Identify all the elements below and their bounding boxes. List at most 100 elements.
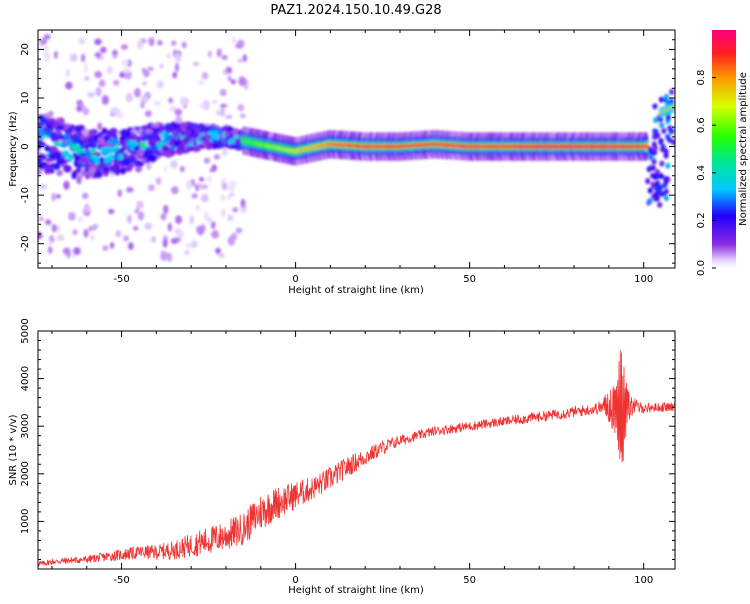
heatmap-cell bbox=[215, 247, 221, 255]
heatmap-cell bbox=[173, 140, 182, 145]
heatmap-cell bbox=[244, 85, 249, 91]
heatmap-cell bbox=[69, 53, 78, 62]
heatmap-cell bbox=[228, 138, 235, 146]
heatmap-cell bbox=[220, 194, 226, 202]
x-tick-label: 0 bbox=[292, 274, 298, 285]
heatmap-cell bbox=[211, 230, 220, 239]
heatmap-cell bbox=[174, 62, 179, 73]
heatmap-cell bbox=[199, 125, 208, 133]
heatmap-cell bbox=[219, 107, 226, 117]
heatmap-cell bbox=[44, 130, 53, 136]
heatmap-cell bbox=[183, 128, 192, 135]
heatmap-cell bbox=[652, 103, 658, 110]
heatmap-cell bbox=[39, 38, 48, 45]
spectrogram-frame bbox=[37, 29, 676, 269]
heatmap-cell bbox=[76, 176, 82, 185]
heatmap-cell bbox=[174, 108, 183, 116]
heatmap-cell bbox=[175, 215, 182, 225]
y-tick-label: 10 bbox=[20, 92, 31, 105]
heatmap-cell bbox=[100, 147, 106, 154]
heatmap-cell bbox=[109, 241, 115, 249]
heatmap-cell bbox=[137, 149, 144, 158]
heatmap-cell bbox=[65, 68, 70, 78]
heatmap-cell bbox=[658, 116, 664, 123]
heatmap-cell bbox=[120, 44, 128, 50]
spectrogram-y-label: Frequency (Hz) bbox=[8, 111, 19, 187]
heatmap-cell bbox=[62, 150, 70, 157]
heatmap-cell bbox=[167, 222, 172, 232]
heatmap-cell bbox=[207, 50, 213, 58]
heatmap-cell bbox=[83, 228, 89, 238]
y-tick-label: 1000 bbox=[20, 509, 31, 534]
heatmap-cell bbox=[175, 149, 184, 155]
y-tick-label: 2000 bbox=[20, 461, 31, 486]
heatmap-cell bbox=[79, 144, 86, 150]
heatmap-cell bbox=[222, 69, 228, 75]
heatmap-cell bbox=[148, 142, 158, 148]
heatmap-cell bbox=[195, 205, 200, 211]
heatmap-cell bbox=[71, 171, 78, 180]
x-tick-label: 0 bbox=[292, 575, 298, 586]
heatmap-cell bbox=[110, 165, 117, 172]
heatmap-blobs bbox=[38, 34, 675, 263]
heatmap-cell bbox=[43, 34, 51, 40]
y-tick-label: 3000 bbox=[20, 413, 31, 438]
heatmap-cell bbox=[121, 59, 129, 66]
heatmap-cell bbox=[78, 37, 86, 45]
heatmap-cell bbox=[138, 128, 144, 133]
heatmap-cell bbox=[218, 253, 226, 258]
heatmap-cell bbox=[181, 41, 188, 49]
heatmap-cell bbox=[51, 192, 56, 202]
y-tick-label: 4000 bbox=[20, 366, 31, 391]
heatmap-cell bbox=[186, 145, 195, 152]
heatmap-cell bbox=[94, 156, 100, 165]
heatmap-cell bbox=[659, 122, 665, 129]
heatmap-cell bbox=[72, 229, 78, 236]
heatmap-cell bbox=[658, 173, 664, 180]
heatmap-cell bbox=[73, 136, 82, 143]
snr-panel: -50 0 50 100 1000 2000 3000 4000 5000 Height of … bbox=[8, 318, 676, 596]
heatmap-cell bbox=[179, 165, 185, 173]
snr-ticks: -50 0 50 100 1000 2000 3000 4000 5000 bbox=[20, 318, 675, 586]
heatmap-cell bbox=[653, 117, 659, 124]
heatmap-cell bbox=[134, 165, 143, 173]
heatmap-cell bbox=[128, 140, 136, 146]
heatmap-cell bbox=[38, 231, 43, 240]
heatmap-cell bbox=[219, 88, 227, 97]
spectrogram-x-label: Height of straight line (km) bbox=[288, 285, 424, 296]
heatmap-cell bbox=[112, 54, 118, 59]
heatmap-cell bbox=[109, 147, 117, 153]
heatmap-cell bbox=[56, 169, 63, 177]
colorbar-tick-label: 0.4 bbox=[696, 165, 707, 181]
heatmap-cell bbox=[88, 225, 93, 232]
heatmap-cell bbox=[38, 122, 43, 128]
heatmap-cell bbox=[163, 149, 172, 158]
heatmap-cell bbox=[651, 158, 657, 165]
heatmap-cell bbox=[140, 103, 145, 109]
heatmap-cell bbox=[74, 125, 81, 133]
heatmap-cell bbox=[47, 110, 54, 118]
heatmap-cell bbox=[99, 162, 107, 168]
heatmap-cell bbox=[92, 134, 100, 139]
heatmap-cell bbox=[227, 236, 236, 246]
heatmap-cell bbox=[148, 154, 157, 163]
heatmap-cell bbox=[98, 79, 106, 87]
heatmap-cell bbox=[76, 99, 83, 106]
heatmap-cell bbox=[73, 247, 81, 256]
y-tick-label: -20 bbox=[20, 236, 31, 252]
heatmap-cell bbox=[194, 130, 203, 135]
heatmap-cell bbox=[174, 52, 182, 63]
x-tick-label: 50 bbox=[463, 274, 476, 285]
heatmap-cell bbox=[134, 87, 141, 98]
heatmap-cell bbox=[150, 123, 160, 128]
heatmap-cell bbox=[198, 79, 205, 86]
heatmap-cell bbox=[90, 234, 95, 241]
heatmap-cell bbox=[172, 71, 178, 79]
heatmap-cell bbox=[646, 166, 652, 173]
heatmap-cell bbox=[166, 53, 171, 59]
heatmap-cell bbox=[63, 133, 70, 141]
heatmap-cell bbox=[108, 208, 115, 215]
heatmap-cell bbox=[657, 201, 663, 208]
heatmap-cell bbox=[183, 249, 190, 256]
heatmap-cell bbox=[119, 159, 128, 166]
